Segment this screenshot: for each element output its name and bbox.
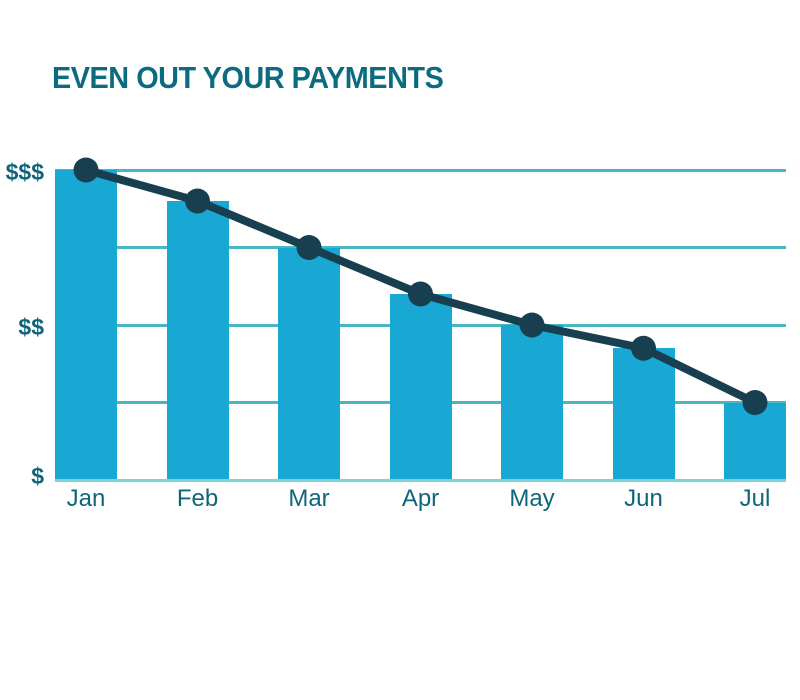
- budget-plan-point-jan: [73, 157, 99, 183]
- x-axis-label-jan: Jan: [66, 485, 106, 512]
- y-axis-tick-low: $: [31, 463, 44, 489]
- usage-bar-feb: [166, 201, 229, 480]
- x-axis-label-may: May: [509, 485, 555, 512]
- budget-plan-point-feb: [185, 188, 210, 214]
- budget-plan-point-jul: [742, 390, 768, 415]
- chart-title: EVEN OUT YOUR PAYMENTS: [52, 60, 444, 95]
- x-axis-label-jul: Jul: [739, 485, 771, 512]
- budget-plan-point-mar: [296, 235, 322, 260]
- y-axis-tick-high: $$$: [5, 159, 44, 185]
- usage-bar-mar: [278, 247, 340, 480]
- usage-bar-apr: [389, 294, 452, 480]
- budget-plan-point-jun: [631, 335, 656, 361]
- x-axis-label-feb: Feb: [176, 485, 219, 512]
- x-axis-baseline: [55, 479, 786, 482]
- plot-area: [55, 157, 786, 482]
- budget-plan-line-layer: [73, 157, 768, 415]
- usage-bar-jan: [55, 170, 117, 480]
- usage-bar-jun: [612, 348, 675, 480]
- gridline-3: [55, 246, 786, 249]
- budget-plan-point-apr: [408, 281, 433, 307]
- y-axis-tick-mid: $$: [18, 314, 44, 340]
- x-axis-label-jun: Jun: [624, 485, 663, 512]
- legend: Usage Budget Plan: [0, 540, 800, 590]
- x-axis-labels: Jan Feb Mar Apr May Jun Jul: [55, 486, 786, 516]
- usage-bar-may: [501, 325, 563, 480]
- budget-plan-point-may: [519, 312, 545, 338]
- x-axis-label-apr: Apr: [401, 485, 440, 512]
- x-axis-label-mar: Mar: [288, 485, 330, 512]
- usage-bar-jul: [724, 402, 786, 480]
- gridline-4: [55, 169, 786, 172]
